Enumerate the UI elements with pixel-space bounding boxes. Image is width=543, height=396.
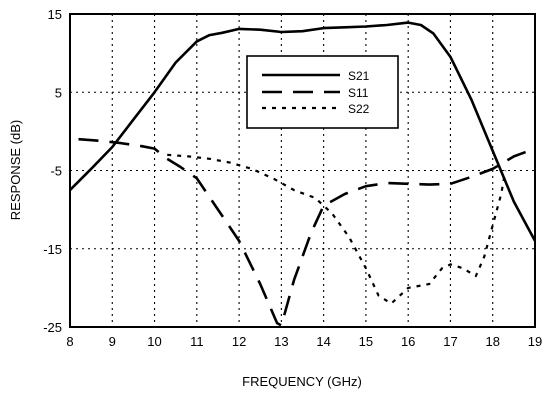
y-tick-label: -15 [43,242,62,257]
x-tick-label: 13 [274,334,288,349]
x-tick-label: 18 [485,334,499,349]
x-tick-label: 11 [190,334,204,349]
legend-label-s22: S22 [348,102,370,116]
x-tick-labels: 8 9 10 11 12 13 14 15 16 17 18 19 [66,334,542,349]
y-axis-label: RESPONSE (dB) [8,120,23,220]
x-tick-label: 10 [147,334,161,349]
y-tick-labels: 15 5 -5 -15 -25 [43,7,62,335]
legend-label-s21: S21 [348,69,370,83]
x-tick-label: 16 [401,334,415,349]
x-tick-label: 12 [232,334,246,349]
x-tick-label: 9 [109,334,116,349]
grid [70,14,535,327]
y-tick-label: 5 [55,85,62,100]
y-tick-label: -5 [50,164,62,179]
x-tick-label: 17 [443,334,457,349]
y-tick-label: 15 [48,7,62,22]
x-tick-label: 19 [528,334,542,349]
plot-frame [69,13,536,328]
x-tick-label: 15 [359,334,373,349]
series-line-s11 [78,137,536,327]
legend: S21 S11 S22 [246,55,399,129]
x-axis-label: FREQUENCY (GHz) [242,374,362,389]
y-tick-label: -25 [43,320,62,335]
series-line-s22 [167,153,507,305]
x-tick-label: 14 [316,334,330,349]
x-tick-label: 8 [66,334,73,349]
legend-label-s11: S11 [348,86,369,100]
series-layer [69,21,537,327]
series-line-s21 [69,21,537,242]
